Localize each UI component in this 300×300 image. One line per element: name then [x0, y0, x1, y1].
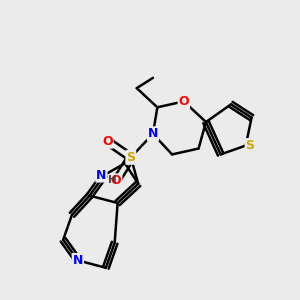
Text: S: S [126, 151, 135, 164]
Text: O: O [102, 135, 112, 148]
Text: O: O [178, 95, 189, 108]
Text: H: H [108, 175, 117, 185]
Text: N: N [96, 169, 106, 182]
Text: N: N [148, 127, 158, 140]
Text: O: O [111, 174, 122, 188]
Text: S: S [246, 139, 255, 152]
Text: N: N [73, 254, 83, 267]
